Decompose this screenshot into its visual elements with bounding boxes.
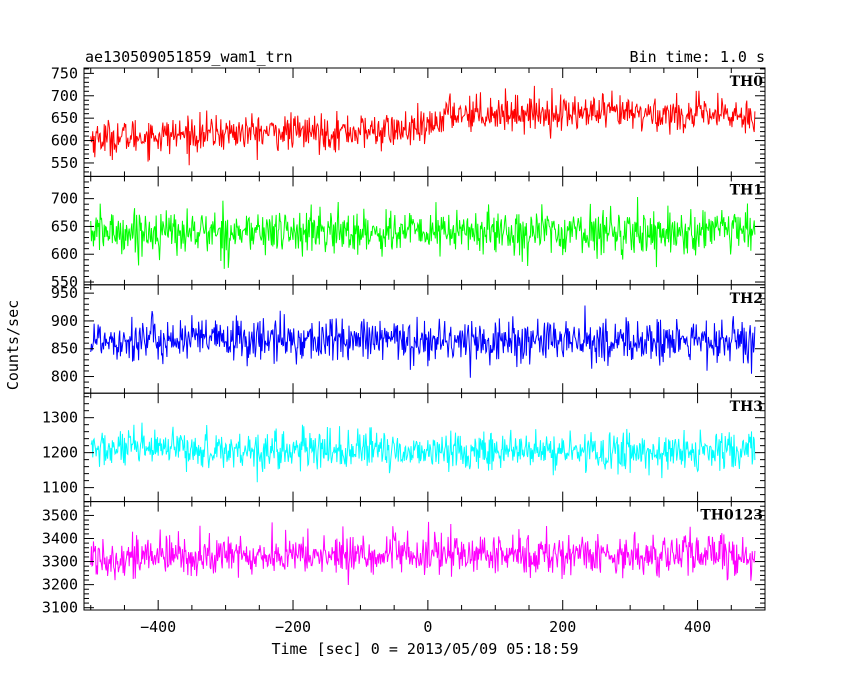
bin-time-label: Bin time: 1.0 s bbox=[630, 48, 765, 66]
series-line-th3 bbox=[90, 422, 756, 483]
x-tick-label: −200 bbox=[275, 618, 311, 636]
x-tick-label: −400 bbox=[140, 618, 176, 636]
figure-title: ae130509051859_wam1_trn bbox=[85, 48, 293, 66]
y-tick-label: 1200 bbox=[42, 444, 78, 462]
y-tick-label: 1300 bbox=[42, 409, 78, 427]
x-tick-label: 400 bbox=[684, 618, 711, 636]
y-tick-label: 550 bbox=[51, 154, 78, 172]
y-tick-label: 600 bbox=[51, 245, 78, 263]
panel-label-th0: TH0 bbox=[730, 74, 764, 90]
panel-label-th2: TH2 bbox=[730, 291, 763, 307]
x-tick-label: 200 bbox=[549, 618, 576, 636]
y-tick-label: 1100 bbox=[42, 479, 78, 497]
series-line-th0 bbox=[90, 85, 756, 166]
y-tick-label: 950 bbox=[51, 284, 78, 302]
panel-frame bbox=[83, 501, 766, 611]
y-tick-label: 3200 bbox=[42, 576, 78, 594]
panels-group: 550 600 650 700 750 TH0 550 600 650 700 TH1 800 850 9… bbox=[42, 64, 766, 617]
y-tick-label: 3300 bbox=[42, 553, 78, 571]
series-line-th2 bbox=[90, 305, 756, 378]
y-tick-label: 700 bbox=[51, 190, 78, 208]
y-tick-label: 3500 bbox=[42, 506, 78, 524]
y-tick-label: 650 bbox=[51, 109, 78, 127]
y-tick-label: 750 bbox=[51, 64, 78, 82]
x-tick-label: 0 bbox=[423, 618, 432, 636]
x-axis: −400 −200 0 200 400 bbox=[140, 618, 711, 636]
panel-th3: 1100 1200 1300 TH3 bbox=[42, 392, 766, 503]
panel-th2: 800 850 900 950 TH2 bbox=[51, 284, 766, 394]
y-tick-label: 600 bbox=[51, 132, 78, 150]
panel-frame bbox=[83, 392, 766, 503]
panel-label-th0123: TH0123 bbox=[700, 508, 763, 524]
y-tick-label: 850 bbox=[51, 340, 78, 358]
x-axis-label: Time [sec] 0 = 2013/05/09 05:18:59 bbox=[271, 640, 578, 658]
y-tick-label: 650 bbox=[51, 217, 78, 235]
panel-th0: 550 600 650 700 750 TH0 bbox=[51, 64, 766, 177]
series-line-th1 bbox=[90, 197, 756, 269]
panel-th1: 550 600 650 700 TH1 bbox=[51, 175, 766, 291]
panel-label-th3: TH3 bbox=[730, 399, 763, 415]
panel-label-th1: TH1 bbox=[730, 182, 763, 198]
y-tick-label: 800 bbox=[51, 368, 78, 386]
y-tick-label: 3400 bbox=[42, 530, 78, 548]
y-axis-label: Counts/sec bbox=[4, 300, 22, 390]
y-tick-label: 550 bbox=[51, 273, 78, 291]
series-line-th0123 bbox=[90, 521, 756, 586]
panel-th0123: 3100 3200 3300 3400 3500 TH0123 bbox=[42, 501, 766, 617]
y-tick-label: 700 bbox=[51, 87, 78, 105]
y-tick-label: 3100 bbox=[42, 599, 78, 617]
y-tick-label: 900 bbox=[51, 312, 78, 330]
